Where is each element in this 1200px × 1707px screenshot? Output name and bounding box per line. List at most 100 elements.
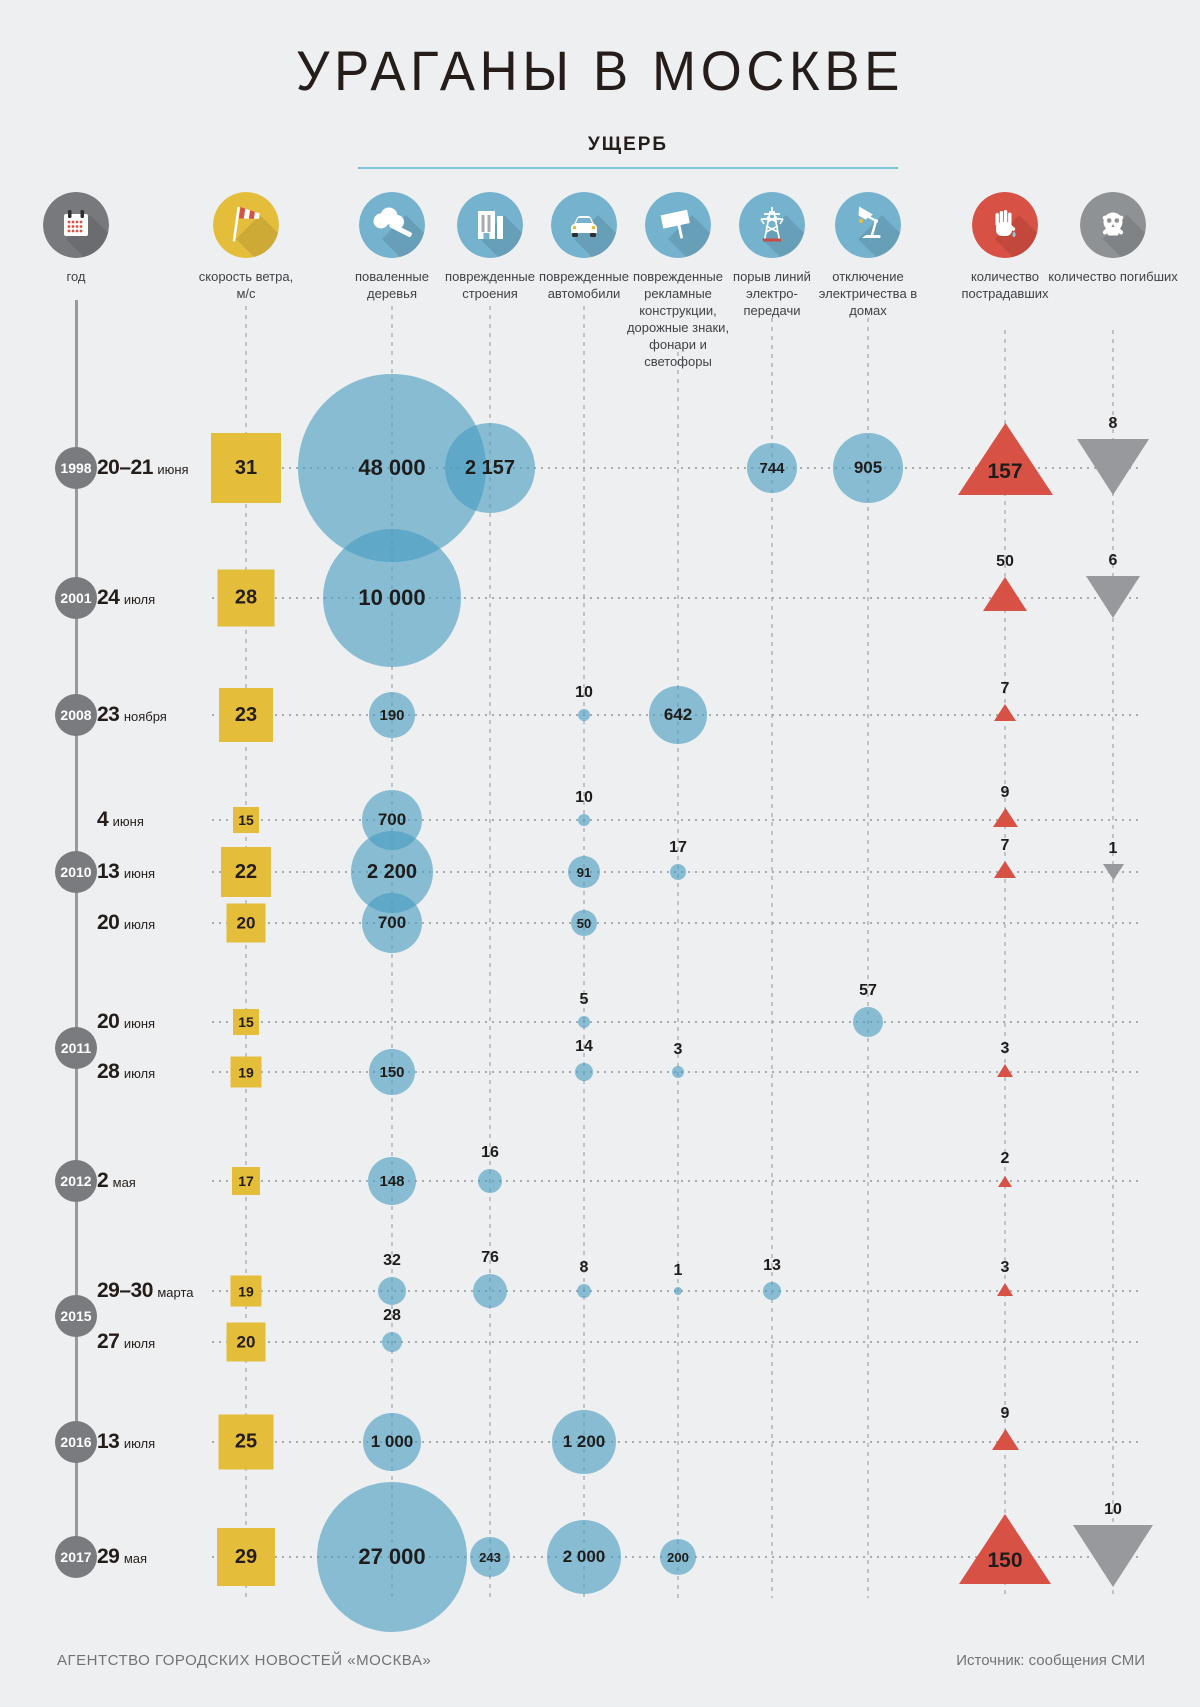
date-month: июля (123, 1336, 156, 1351)
date-day: 20 (97, 911, 120, 934)
triangle-dead (1086, 576, 1140, 623)
triangle-up-icon (997, 1282, 1013, 1296)
wind-speed-square: 31 (211, 433, 281, 503)
hand-icon (972, 192, 1038, 258)
bubble-cars: 1 200 (552, 1410, 616, 1474)
wind-speed-square: 15 (233, 1009, 259, 1035)
value-label-buildings: 76 (481, 1249, 499, 1266)
column-label-dead: количество погибших (1048, 269, 1178, 284)
year-timeline (75, 300, 78, 1557)
year-badge-2017: 2017 (55, 1536, 97, 1578)
date-day: 13 (97, 1430, 120, 1453)
calendar-icon (43, 192, 109, 258)
bubble-cars (578, 814, 590, 826)
bubble-trees: 10 000 (323, 529, 461, 667)
date-month: июня (112, 814, 144, 829)
triangle-up-icon (994, 704, 1016, 722)
wind-speed-square: 17 (232, 1167, 260, 1195)
row-gridline (212, 819, 1140, 821)
value-label-injured: 2 (1000, 1150, 1010, 1168)
wind-speed-square: 20 (226, 1322, 266, 1362)
bubble-cars (577, 1284, 591, 1298)
triangle-down-icon (1102, 863, 1124, 880)
date-day: 29 (97, 1545, 120, 1568)
signs-icon (645, 192, 711, 258)
damage-section-title: УЩЕРБ (587, 134, 669, 155)
value-label-injured: 150 (987, 1549, 1023, 1572)
column-label-wind: скорость ветра, м/с (198, 269, 294, 301)
bubble-power (763, 1282, 781, 1300)
column-icon-wind (213, 192, 279, 263)
date-month: мая (112, 1175, 136, 1190)
date-label: 13 июля (97, 1430, 155, 1454)
column-icon-trees (359, 192, 425, 263)
bubble-outage (853, 1007, 883, 1037)
bubble-trees: 27 000 (317, 1482, 467, 1632)
triangle-up-icon (983, 576, 1027, 611)
row-gridline (212, 1341, 1140, 1343)
column-gridline-wind (245, 306, 247, 1598)
value-label-dead: 6 (1108, 552, 1118, 570)
bubble-cars: 50 (571, 910, 597, 936)
bubble-buildings (473, 1274, 507, 1308)
column-label-cars: поврежденные автомобили (539, 269, 629, 301)
triangle-injured (997, 1282, 1013, 1301)
date-label: 13 июня (97, 860, 155, 884)
triangle-down-icon (1077, 438, 1149, 495)
damage-section-underline (358, 167, 898, 169)
date-month: июля (123, 917, 156, 932)
column-gridline-outage (867, 318, 869, 1598)
bubble-signs (674, 1287, 682, 1295)
column-gridline-power (771, 318, 773, 1598)
column-icon-cars (551, 192, 617, 263)
year-badge-2008: 2008 (55, 694, 97, 736)
bubble-cars (575, 1063, 593, 1081)
column-label-buildings: поврежденные строения (445, 269, 535, 301)
column-gridline-injured (1004, 330, 1006, 1598)
value-label-cars: 10 (575, 684, 593, 701)
value-label-injured: 9 (1000, 1404, 1010, 1422)
triangle-down-icon (1073, 1524, 1153, 1587)
triangle-injured (994, 861, 1016, 883)
value-label-injured: 7 (1000, 837, 1010, 855)
bubble-buildings: 243 (470, 1537, 510, 1577)
date-month: июня (123, 1016, 156, 1031)
value-label-power: 13 (763, 1257, 781, 1274)
wind-speed-square: 19 (230, 1275, 262, 1307)
column-label-injured: количество пострадавших (961, 269, 1049, 301)
agency-credit: АГЕНТСТВО ГОРОДСКИХ НОВОСТЕЙ «МОСКВА» (57, 1652, 432, 1669)
car-icon (551, 192, 617, 258)
triangle-up-icon (957, 423, 1053, 496)
bubble-signs (670, 864, 686, 880)
value-label-buildings: 16 (481, 1144, 499, 1161)
date-month: июня (123, 866, 156, 881)
bubble-signs: 200 (660, 1539, 696, 1575)
row-gridline (212, 467, 1140, 469)
page-title: УРАГАНЫ В МОСКВЕ (295, 39, 905, 102)
bubble-signs: 642 (649, 686, 707, 744)
column-label-outage: отключение электричества в домах (818, 269, 918, 318)
building-icon (457, 192, 523, 258)
date-label: 29–30 марта (97, 1279, 194, 1303)
wind-speed-square: 20 (226, 903, 266, 943)
column-label-year: год (66, 269, 86, 284)
bubble-cars: 91 (568, 856, 600, 888)
date-day: 24 (97, 586, 120, 609)
column-gridline-dead (1112, 330, 1114, 1598)
date-month: июля (123, 1066, 156, 1081)
value-label-signs: 1 (673, 1262, 683, 1279)
date-day: 4 (97, 808, 109, 831)
wind-speed-square: 15 (233, 807, 259, 833)
value-label-cars: 10 (575, 789, 593, 806)
date-day: 27 (97, 1330, 120, 1353)
date-label: 23 ноября (97, 703, 167, 727)
column-icon-year (43, 192, 109, 263)
column-label-signs: поврежденные рекламные конструкции, доро… (626, 269, 730, 369)
wind-speed-square: 19 (230, 1056, 262, 1088)
year-badge-1998: 1998 (55, 447, 97, 489)
row-gridline (212, 922, 1140, 924)
value-label-dead: 10 (1104, 1500, 1122, 1518)
skull-icon (1080, 192, 1146, 258)
column-icon-injured (972, 192, 1038, 263)
wind-speed-square: 25 (218, 1414, 274, 1470)
